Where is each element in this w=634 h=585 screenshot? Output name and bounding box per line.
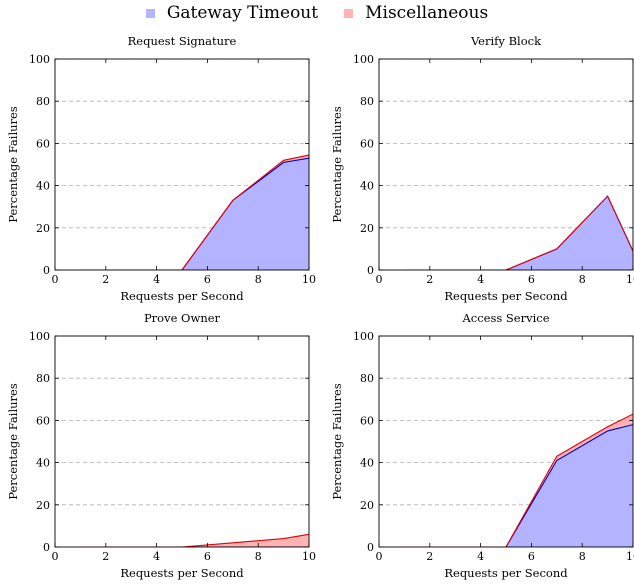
plot-frame [54, 58, 310, 271]
plot-frame [54, 335, 310, 548]
chart-title: Prove Owner [144, 311, 221, 325]
x-tick-label: 4 [477, 550, 484, 563]
x-tick-label: 0 [52, 273, 59, 286]
legend-label-miscellaneous: Miscellaneous [365, 3, 489, 23]
area-miscellaneous [80, 534, 309, 547]
y-tick-label: 40 [360, 180, 374, 193]
area-gateway-timeout [404, 424, 633, 547]
x-tick-label: 4 [477, 273, 484, 286]
y-axis-label: Percentage Failures [330, 383, 344, 500]
x-tick-label: 2 [426, 550, 433, 563]
y-tick-label: 40 [360, 457, 374, 470]
x-tick-label: 8 [255, 273, 262, 286]
x-tick-label: 8 [579, 550, 586, 563]
y-tick-label: 0 [43, 264, 50, 277]
plot-frame [378, 58, 634, 271]
y-tick-label: 20 [360, 222, 374, 235]
x-tick-label: 4 [153, 550, 160, 563]
y-tick-label: 20 [36, 499, 50, 512]
series-layer [80, 154, 309, 270]
legend-label-gateway-timeout: Gateway Timeout [166, 3, 319, 23]
x-tick-label: 2 [426, 273, 433, 286]
area-gateway-timeout [404, 196, 633, 270]
y-tick-label: 0 [43, 541, 50, 554]
x-tick-label: 6 [528, 550, 535, 563]
chart-title: Verify Block [470, 34, 542, 48]
x-tick-label: 6 [528, 273, 535, 286]
y-tick-label: 80 [36, 372, 50, 385]
x-axis-label: Requests per Second [120, 289, 244, 303]
legend-swatch-gateway-timeout [145, 8, 155, 18]
chart-access-service: 0246810020406080100Access ServiceRequest… [330, 311, 634, 580]
y-tick-label: 80 [360, 372, 374, 385]
area-miscellaneous [404, 414, 633, 547]
x-tick-label: 2 [102, 273, 109, 286]
y-tick-label: 60 [360, 414, 374, 427]
y-tick-label: 60 [36, 137, 50, 150]
y-tick-label: 0 [367, 264, 374, 277]
plot-frame [378, 335, 634, 548]
series-layer [80, 533, 309, 547]
y-tick-label: 40 [36, 457, 50, 470]
series-layer [404, 413, 633, 547]
x-tick-label: 10 [626, 273, 634, 286]
y-tick-label: 100 [353, 330, 374, 343]
y-tick-label: 80 [36, 95, 50, 108]
y-axis-label: Percentage Failures [6, 106, 20, 223]
y-tick-label: 0 [367, 541, 374, 554]
x-tick-label: 6 [204, 273, 211, 286]
x-tick-label: 6 [204, 550, 211, 563]
chart-title: Access Service [461, 311, 549, 325]
y-tick-label: 60 [360, 137, 374, 150]
x-axis-label: Requests per Second [444, 566, 568, 580]
x-tick-label: 8 [255, 550, 262, 563]
legend-item-miscellaneous: Miscellaneous [344, 3, 488, 23]
line-miscellaneous [80, 154, 309, 270]
line-miscellaneous [404, 195, 633, 270]
y-tick-label: 100 [353, 53, 374, 66]
series-layer [404, 195, 633, 270]
y-tick-label: 20 [360, 499, 374, 512]
chart-title: Request Signature [128, 34, 237, 48]
x-tick-label: 0 [52, 550, 59, 563]
y-tick-label: 20 [36, 222, 50, 235]
x-tick-label: 10 [626, 550, 634, 563]
x-tick-label: 0 [376, 550, 383, 563]
y-tick-label: 60 [36, 414, 50, 427]
legend-swatch-miscellaneous [344, 8, 354, 18]
x-tick-label: 2 [102, 550, 109, 563]
x-tick-label: 10 [302, 550, 316, 563]
y-tick-label: 100 [29, 330, 50, 343]
y-axis-label: Percentage Failures [330, 106, 344, 223]
y-axis-label: Percentage Failures [6, 383, 20, 500]
x-axis-label: Requests per Second [120, 566, 244, 580]
line-miscellaneous [404, 413, 633, 547]
y-tick-label: 100 [29, 53, 50, 66]
chart-legend: Gateway Timeout Miscellaneous [0, 2, 634, 24]
y-tick-label: 80 [360, 95, 374, 108]
x-tick-label: 4 [153, 273, 160, 286]
line-gateway-timeout [404, 424, 633, 547]
x-tick-label: 8 [579, 273, 586, 286]
x-tick-label: 10 [302, 273, 316, 286]
y-tick-label: 40 [36, 180, 50, 193]
legend-item-gateway-timeout: Gateway Timeout [145, 3, 319, 23]
chart-verify-block: 0246810020406080100Verify BlockRequests … [330, 34, 634, 303]
x-tick-label: 0 [376, 273, 383, 286]
x-axis-label: Requests per Second [444, 289, 568, 303]
